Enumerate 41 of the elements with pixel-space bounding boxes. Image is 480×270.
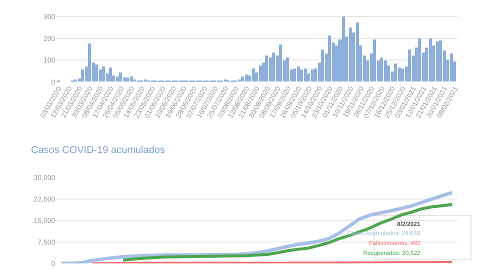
bar <box>126 78 130 82</box>
bar <box>398 68 402 82</box>
bar <box>109 68 112 82</box>
bar <box>265 56 268 82</box>
bar <box>394 64 398 82</box>
bar <box>272 52 276 82</box>
bar <box>439 40 442 82</box>
bar <box>300 70 304 82</box>
bar <box>304 68 308 82</box>
bar <box>95 64 98 82</box>
bar <box>328 36 332 82</box>
bar <box>401 68 404 82</box>
bar <box>81 70 84 82</box>
bar <box>418 38 422 82</box>
bar <box>356 22 360 82</box>
bar <box>279 44 282 82</box>
bar <box>88 44 92 82</box>
chart-title: Casos COVID-19 acumulados <box>31 145 165 156</box>
bar <box>321 50 324 82</box>
bar <box>102 66 106 82</box>
bar <box>252 68 256 82</box>
bar <box>293 68 296 82</box>
bar <box>342 16 346 82</box>
bar <box>116 76 120 82</box>
bar <box>241 76 244 82</box>
bar <box>373 40 376 82</box>
bar <box>311 70 314 82</box>
bar <box>380 58 384 82</box>
bar <box>436 42 440 82</box>
bar <box>297 66 300 82</box>
line-series <box>122 203 454 262</box>
bar <box>429 38 432 82</box>
bar <box>119 72 122 82</box>
bar <box>384 60 388 82</box>
bar <box>259 66 262 82</box>
bar <box>349 28 352 82</box>
bar <box>450 54 454 82</box>
bar <box>130 76 134 82</box>
bar <box>408 50 412 82</box>
bar <box>286 58 290 82</box>
bar <box>245 74 248 82</box>
